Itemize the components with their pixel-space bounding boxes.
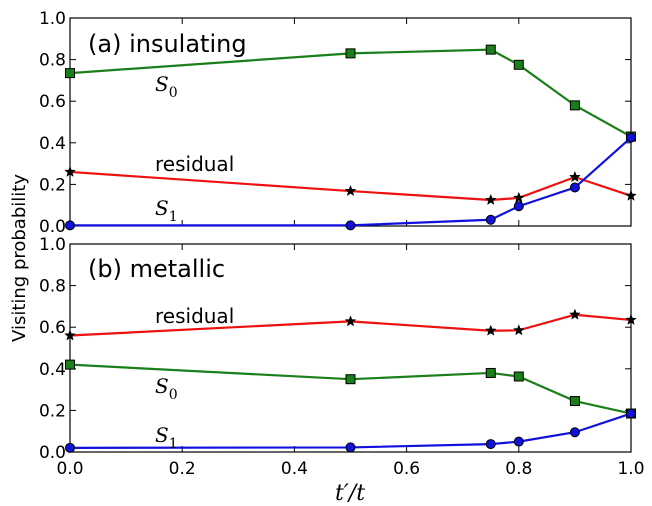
panel-b-xtick-label: 1.0 [617,459,644,479]
panel-b-S1-point [485,439,496,450]
panel-b-S1-line [69,412,632,449]
panel-a-s1-label: S1 [155,196,178,225]
panel-a-residual-label: residual [155,152,234,176]
panel-b-S0-point [513,371,524,382]
panel-a-residual-point [344,184,357,197]
panel-a-S1-point [569,182,580,193]
panel-a-S0-point [569,100,580,111]
panel-b-S0-point [485,367,496,378]
panel-b-residual-line [69,313,632,337]
panel-b-residual-point [344,315,357,327]
panel-b-xtick-label: 0.2 [169,459,196,479]
panel-b-xtick-label: 0.4 [281,459,308,479]
panel-a-residual-point [625,189,637,201]
panel-b-ytick-label: 0.8 [39,277,66,297]
panel-b-ytick-label: 0.2 [39,401,66,421]
panel-insulating: 0.0 0.2 0.4 0.6 0.8 1.0 (a) insulating S0 res… [39,9,637,237]
panel-b-ytick-label: 0.6 [39,318,66,338]
panel-a-ytick-label: 0.2 [39,175,66,195]
panel-a-ytick-label: 0.4 [39,134,66,154]
panel-a-S0-point [513,59,524,70]
panel-b-residual-point [484,324,497,336]
panel-a-ytick-label: 0.6 [39,92,66,112]
panel-b-S1-point [345,442,356,453]
panel-a-S0-point [345,48,356,59]
panel-a-residual-point [568,170,581,183]
panel-a-S0-point [485,44,496,55]
panel-a-S1-line [70,136,632,227]
panel-b-series [64,308,637,453]
panel-a-S0-line [69,48,632,138]
panel-b-S1-point [513,436,524,447]
panel-a-S1-point [513,201,524,212]
panel-b-residual-point [625,313,637,325]
panel-b-S0-point [569,396,580,407]
panel-a-residual-point [512,191,525,203]
panel-b-S0-line [69,363,632,415]
panel-a-S1-point [485,214,496,225]
panel-b-ticks: 0.0 0.2 0.4 0.6 0.8 1.0 0.0 0.2 0.4 0.6 0.8 1.0 [39,235,645,479]
panel-b-xtick-label: 0.0 [56,459,83,479]
panel-a-S1-point [626,132,636,143]
panel-b-S0-point [345,374,356,385]
y-axis-label: Visiting probability [9,174,30,342]
panel-a-S0-point [65,68,75,79]
panel-b-label: (b) metallic [88,255,225,283]
panel-a-ytick-label: 1.0 [39,9,66,29]
panel-b-s0-label: S0 [155,374,178,403]
panel-b-ytick-label: 0.4 [39,360,66,380]
panel-a-s0-label: S0 [155,72,178,101]
panel-a-residual-point [484,193,497,206]
panel-b-ytick-label: 0.0 [39,443,66,463]
panel-b-S1-point [569,427,580,438]
panel-b-ytick-label: 1.0 [39,235,66,255]
panel-a-ytick-label: 0.8 [39,51,66,71]
panel-b-residual-point [568,308,581,320]
panel-b-S1-point [626,408,636,419]
panel-a-series [64,44,637,231]
panel-b-S1-point [65,442,75,453]
panel-b-residual-point [64,329,76,341]
panel-a-S1-point [65,220,75,231]
panel-b-residual-label: residual [155,304,234,328]
panel-a-ticks: 0.0 0.2 0.4 0.6 0.8 1.0 [39,9,632,237]
panel-metallic: 0.0 0.2 0.4 0.6 0.8 1.0 0.0 0.2 0.4 0.6 0.8 1.0 (b)… [39,235,645,479]
panel-b-S0-point [65,359,75,370]
panel-b-residual-point [512,324,525,336]
panel-a-label: (a) insulating [88,30,247,58]
panel-b-s1-label: S1 [155,423,178,452]
panel-b-xtick-label: 0.6 [393,459,420,479]
panel-a-ytick-label: 0.0 [39,217,66,237]
x-axis-label: t′/t [335,481,365,506]
panel-b-xtick-label: 0.8 [505,459,532,479]
panel-a-residual-point [64,165,76,177]
panel-a-S1-point [345,220,356,231]
